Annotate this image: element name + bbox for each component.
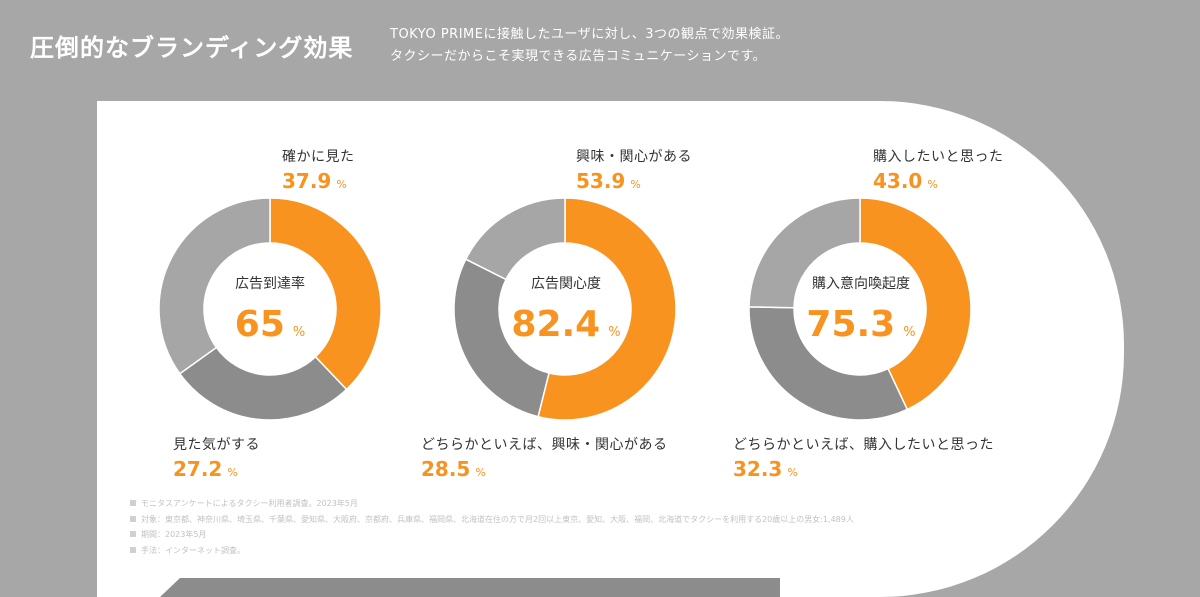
chart2-center-unit: % <box>608 325 621 340</box>
chart3-series1-unit: % <box>927 178 938 191</box>
chart2-series2-value: 28.5% <box>421 457 486 481</box>
note-item: 手法：インターネット調査。 <box>130 543 854 559</box>
note-item: 期間：2023年5月 <box>130 527 854 543</box>
chart2-series2-unit: % <box>475 466 486 479</box>
chart1-center-value: 65% <box>190 304 350 345</box>
subtitle-line-2: タクシーだからこそ実現できる広告コミュニケーションです。 <box>390 49 767 64</box>
chart2-center-value: 82.4% <box>486 304 646 345</box>
note-text: 手法：インターネット調査。 <box>141 545 245 555</box>
chart3-series1-value-number: 43.0 <box>873 169 923 193</box>
chart1-series2-unit: % <box>227 466 238 479</box>
chart3-center-value-number: 75.3 <box>806 304 896 345</box>
bullet-square-icon <box>130 546 136 553</box>
chart2-center-value-number: 82.4 <box>511 304 601 345</box>
chart2-series1-value: 53.9% <box>576 169 641 193</box>
chart1-series1-value-number: 37.9 <box>282 169 332 193</box>
chart2-series2-value-number: 28.5 <box>421 457 471 481</box>
note-text: 期間：2023年5月 <box>141 530 207 539</box>
chart1-series1-label: 確かに見た <box>282 149 355 165</box>
chart1-center-unit: % <box>292 325 306 340</box>
chart1-center-label: 広告到達率 <box>235 276 305 292</box>
chart1-series1-value: 37.9% <box>282 169 347 193</box>
chart1-series2-value-number: 27.2 <box>173 457 223 481</box>
chart1-slice-3 <box>158 197 271 375</box>
subtitle-line-1: TOKYO PRIMEに接触したユーザに対し、3つの観点で効果検証。 <box>390 27 789 42</box>
bullet-square-icon <box>130 515 136 522</box>
chart2-slice-1 <box>537 197 677 421</box>
chart1-center-value-number: 65 <box>234 304 285 345</box>
chart2-slice-3 <box>464 197 566 281</box>
chart3-slice-2 <box>748 306 909 421</box>
chart1-slice-2 <box>178 346 348 421</box>
page-title: 圧倒的なブランディング効果 <box>30 34 354 62</box>
chart3-series1-value: 43.0% <box>873 169 938 193</box>
chart3-slice-1 <box>859 197 972 411</box>
chart3-series1-label: 購入したいと思った <box>873 149 1004 165</box>
chart3-series2-unit: % <box>787 466 798 479</box>
chart1-series2-value: 27.2% <box>173 457 238 481</box>
bullet-square-icon <box>130 500 136 506</box>
chart3-center-unit: % <box>903 325 916 340</box>
chart3-center-value: 75.3% <box>781 304 941 345</box>
chart1-series1-unit: % <box>336 178 347 191</box>
chart2-series1-value-number: 53.9 <box>576 169 626 193</box>
chart2-series1-label: 興味・関心がある <box>576 149 692 165</box>
chart2-series2-label: どちらかといえば、興味・関心がある <box>421 437 668 453</box>
chart3-series2-value-number: 32.3 <box>733 457 783 481</box>
chart1-series2-label: 見た気がする <box>173 437 260 453</box>
chart2-series1-unit: % <box>630 178 641 191</box>
chart3-series2-value: 32.3% <box>733 457 798 481</box>
chart3-center-label: 購入意向喚起度 <box>812 276 910 292</box>
chart2-slice-2 <box>453 258 550 418</box>
chart3-series2-label: どちらかといえば、購入したいと思った <box>733 437 994 453</box>
survey-notes: モニタスアンケートによるタクシー利用者調査。2023年5月 対象：東京都、神奈川… <box>130 496 854 558</box>
chart1-slice-1 <box>269 197 382 391</box>
page-subtitle: TOKYO PRIMEに接触したユーザに対し、3つの観点で効果検証。 タクシーだ… <box>390 24 789 68</box>
bullet-square-icon <box>130 531 136 537</box>
note-text: モニタスアンケートによるタクシー利用者調査。2023年5月 <box>141 499 358 508</box>
note-item: モニタスアンケートによるタクシー利用者調査。2023年5月 <box>130 496 854 512</box>
note-text: 対象：東京都、神奈川県、埼玉県、千葉県、愛知県、大阪府、京都府、兵庫県、福岡県、… <box>141 514 854 524</box>
chart3-slice-3 <box>748 197 861 309</box>
chart2-center-label: 広告関心度 <box>531 276 601 292</box>
note-item: 対象：東京都、神奈川県、埼玉県、千葉県、愛知県、大阪府、京都府、兵庫県、福岡県、… <box>130 512 854 528</box>
